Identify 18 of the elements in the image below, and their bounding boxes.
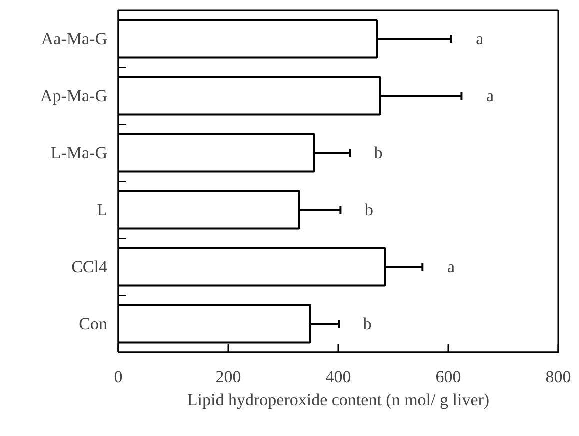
y-tick-label: Aa-Ma-G xyxy=(41,30,108,48)
annotation: b xyxy=(363,314,372,334)
y-tick-label: CCl4 xyxy=(72,258,108,276)
y-tick-label: L-Ma-G xyxy=(50,144,108,162)
annotation: b xyxy=(365,200,374,220)
x-tick-label: 400 xyxy=(326,368,352,386)
annotation: a xyxy=(486,86,495,106)
x-tick-label: 0 xyxy=(114,368,123,386)
annotation: a xyxy=(476,30,484,48)
y-tick-label: Ap-Ma-G xyxy=(40,86,108,106)
y-tick-label: L xyxy=(97,200,108,220)
x-tick-label: 800 xyxy=(546,368,572,386)
y-tick-label: Con xyxy=(79,314,108,334)
x-tick-label: 200 xyxy=(216,368,242,386)
annotation: b xyxy=(374,144,383,162)
annotation: a xyxy=(447,258,456,276)
x-tick-label: 600 xyxy=(436,368,462,386)
x-axis-title: Lipid hydroperoxide content (n mol/ g liver) xyxy=(187,390,490,410)
